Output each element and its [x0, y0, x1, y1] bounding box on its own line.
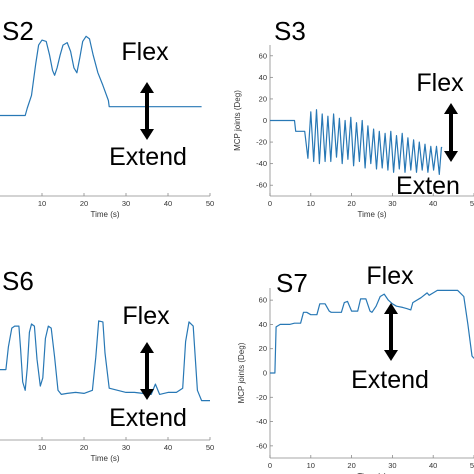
- y-tick-label: 40: [259, 73, 267, 82]
- double-arrow-icon: [140, 82, 154, 140]
- y-tick-label: 40: [259, 320, 267, 329]
- flex-annotation: Flex: [122, 302, 170, 330]
- y-axis-title: MCP joints (Deg): [233, 90, 242, 151]
- y-tick-label: -40: [256, 159, 267, 168]
- x-tick-label: 40: [164, 443, 172, 452]
- arrow-head-down: [140, 389, 154, 400]
- panel-label: S7: [276, 268, 308, 298]
- y-tick-label: 60: [259, 296, 267, 305]
- extend-annotation: Extend: [109, 404, 187, 432]
- x-tick-label: 40: [164, 199, 172, 208]
- arrow-head-down: [140, 129, 154, 140]
- x-tick-label: 30: [122, 199, 130, 208]
- x-axis-title: Time (s): [357, 210, 386, 219]
- arrow-head-down: [384, 350, 398, 361]
- double-arrow-icon: [444, 103, 458, 162]
- x-tick-label: 50: [470, 199, 474, 208]
- x-tick-label: 20: [80, 443, 88, 452]
- y-tick-label: 60: [259, 51, 267, 60]
- panel-s6: 10 20 30 40 50 Time (s) S6 Flex Extend: [0, 266, 214, 463]
- y-tick-label: 0: [263, 116, 267, 125]
- y-tick-label: -20: [256, 138, 267, 147]
- y-tick-label: 20: [259, 94, 267, 103]
- arrow-head-down: [444, 151, 458, 162]
- mcp-angle-trace: [0, 35, 202, 117]
- x-tick-label: 10: [307, 461, 315, 470]
- arrow-head-up: [140, 342, 154, 353]
- x-tick-label: 0: [268, 461, 272, 470]
- panel-label: S6: [2, 266, 34, 296]
- x-tick-label: 10: [307, 199, 315, 208]
- arrow-head-up: [384, 303, 398, 314]
- extend-annotation: Extend: [351, 366, 429, 394]
- x-axis-title: Time (s): [90, 210, 119, 219]
- y-tick-label: -20: [256, 393, 267, 402]
- x-tick-label: 10: [38, 199, 46, 208]
- x-tick-label: 30: [388, 461, 396, 470]
- x-tick-label: 40: [429, 199, 437, 208]
- x-tick-label: 40: [429, 461, 437, 470]
- mcp-angle-trace: [270, 109, 443, 175]
- y-tick-label: 20: [259, 344, 267, 353]
- panel-s7: 0 10 20 30 40 50 -60 -40 -20 0 20 40 60 Time (s) MCP j…: [237, 262, 474, 474]
- y-axis-title: MCP joints (Deg): [237, 342, 246, 403]
- x-tick-label: 20: [347, 461, 355, 470]
- y-tick-label: -60: [256, 441, 267, 450]
- x-tick-label: 30: [122, 443, 130, 452]
- flex-annotation: Flex: [416, 69, 464, 97]
- x-tick-label: 20: [347, 199, 355, 208]
- y-tick-label: 0: [263, 369, 267, 378]
- mcp-angle-trace: [270, 289, 474, 374]
- x-tick-label: 0: [268, 199, 272, 208]
- double-arrow-icon: [384, 303, 398, 361]
- x-tick-label: 10: [38, 443, 46, 452]
- extend-annotation: Exten: [396, 172, 460, 200]
- panel-s3: 0 10 20 30 40 50 -60 -40 -20 0 20 40 60 Time (s) MCP j…: [233, 16, 474, 219]
- panel-s2: 10 20 30 40 50 Time (s) S2 Flex Extend: [0, 16, 214, 219]
- arrow-head-up: [444, 103, 458, 114]
- panel-label: S3: [274, 16, 306, 46]
- mcp-angle-trace: [0, 320, 210, 402]
- x-tick-label: 20: [80, 199, 88, 208]
- x-axis-title: Time (s): [90, 454, 119, 463]
- panel-label: S2: [2, 16, 34, 46]
- x-tick-label: 50: [206, 199, 214, 208]
- arrow-head-up: [140, 82, 154, 93]
- x-tick-label: 50: [470, 461, 474, 470]
- flex-annotation: Flex: [121, 38, 169, 66]
- flex-annotation: Flex: [366, 262, 414, 290]
- double-arrow-icon: [140, 342, 154, 400]
- y-tick-label: -40: [256, 417, 267, 426]
- x-tick-label: 30: [388, 199, 396, 208]
- x-axis-title: Time (s): [357, 472, 386, 474]
- x-tick-label: 50: [206, 443, 214, 452]
- y-tick-label: -60: [256, 181, 267, 190]
- extend-annotation: Extend: [109, 143, 187, 171]
